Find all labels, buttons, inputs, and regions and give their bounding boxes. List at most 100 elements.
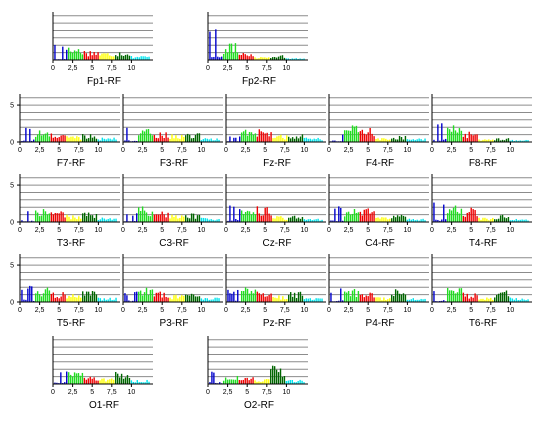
spectrum-bar [216,138,218,142]
spectrum-bar [299,291,302,302]
spectrum-bar [287,58,290,60]
spectrum-bar [523,140,525,142]
panel-label: Fp2-RF [242,76,276,87]
x-tick-label: 5 [366,147,370,154]
y-tick-label: 5 [10,263,14,270]
spectrum-bar [231,293,233,302]
spectrum-bar [299,379,301,384]
spectrum-bar [295,298,298,302]
spectrum-bar [357,132,360,142]
spectrum-bar [503,291,506,302]
x-tick-label: 0 [18,147,22,154]
spectrum-bar [204,298,207,302]
spectrum-bar [64,382,66,384]
spectrum-bar [137,291,140,302]
spectrum-bar [163,292,165,302]
spectrum-bar [313,138,315,142]
spectrum-bar [89,295,92,302]
spectrum-bar [89,134,92,142]
spectrum-bar [29,285,31,302]
x-tick-label: 2,5 [68,65,78,72]
spectrum-bars [330,125,426,142]
spectrum-bar [60,372,62,384]
spectrum-bar [517,220,519,222]
grid-lines [20,257,120,296]
spectrum-bar [525,300,527,302]
spectrum-bar [268,136,270,142]
spectrum-bar [482,298,484,302]
spectrum-bars [330,206,426,222]
spectrum-bar [288,294,290,302]
spectrum-bar [60,211,62,222]
spectrum-bar [99,140,102,142]
panel-label: P4-RF [366,318,395,329]
spectrum-bar [420,139,422,142]
spectrum-bar [115,218,117,222]
spectrum-bar [250,378,252,384]
spectrum-bar [347,211,350,222]
spectrum-bar [87,212,90,222]
spectrum-bar [62,135,64,142]
spectrum-bar [181,215,183,222]
spectrum-bar [165,296,167,302]
spectrum-bar [307,138,310,142]
spectrum-bar [66,49,68,60]
spectrum-bar [266,296,268,302]
spectrum-bar [303,219,306,222]
spectrum-bar [134,292,136,302]
spectrum-bar [103,218,105,222]
spectrum-bar [305,137,308,142]
spectrum-bar [266,379,268,384]
y-tick-label: 5 [10,183,14,190]
spectrum-bar [254,289,257,302]
spectrum-bar [97,380,99,384]
spectrum-bar [167,212,169,222]
x-tick-label: 7,5 [486,307,496,314]
spectrum-bar [250,54,252,60]
spectrum-bar [31,140,33,142]
spectrum-bar [521,140,523,142]
spectrum-bar [210,219,212,222]
x-tick-label: 7,5 [383,147,393,154]
spectrum-bar [216,297,218,302]
spectrum-bar [83,51,86,60]
spectrum-bar [392,296,395,302]
spectrum-bar [242,291,245,302]
spectrum-bar [507,296,510,302]
spectrum-bar [230,379,233,384]
spectrum-bar [494,140,496,142]
spectrum-bar [353,126,356,142]
spectrum-bar [458,288,461,302]
spectrum-bar [521,298,523,302]
spectrum-bar [443,139,445,142]
spectrum-bar [40,296,43,302]
spectrum-bar [454,205,457,222]
spectrum-bar [141,130,144,142]
spectrum-bar [185,294,187,302]
spectrum-bar [462,215,465,222]
spectrum-bar [62,212,64,222]
spectrum-bar [153,296,156,302]
x-tick-label: 5 [469,307,473,314]
spectrum-bar [297,138,300,142]
spectrum-bar [107,53,109,60]
spectrum-bar [433,291,435,302]
spectrum-bar [361,294,364,302]
grid-lines [432,97,532,136]
spectrum-bar [85,291,88,302]
x-tick-label: 10 [301,147,309,154]
spectrum-bar [282,137,284,142]
spectrum-bar [157,292,159,302]
panel-f4-rf: 0 2,5 5 7,5 10 F4-RF [327,94,429,169]
spectrum-bar [416,139,418,142]
spectrum-bar [190,213,193,222]
x-tick-label: 7,5 [177,307,187,314]
spectrum-bar [254,214,257,222]
spectrum-bar [85,379,88,384]
x-tick-label: 10 [301,227,309,234]
spectrum-bar [402,215,405,222]
panel-label: Cz-RF [263,238,292,249]
spectrum-bar [206,298,208,302]
spectrum-bar [240,54,243,60]
spectrum-bar [62,46,64,60]
